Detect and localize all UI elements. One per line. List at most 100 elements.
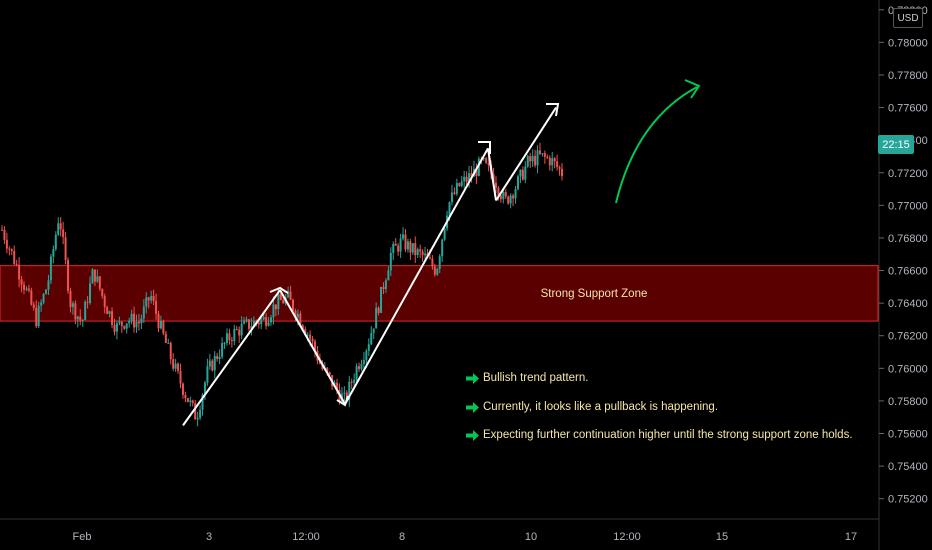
candle-body <box>208 360 211 367</box>
candle-body <box>157 313 160 329</box>
candle-body <box>301 325 304 330</box>
candle-body <box>71 303 74 307</box>
candle-body <box>279 294 282 301</box>
candle-body <box>69 290 72 307</box>
candle-body <box>416 249 419 256</box>
trend-arrow-head <box>336 395 349 407</box>
note-text: Bullish trend pattern. <box>483 372 589 384</box>
candle-body <box>328 372 331 376</box>
green-right-arrow-icon <box>466 372 479 384</box>
candle-body <box>377 307 380 313</box>
candle-body <box>91 269 94 284</box>
candle-body <box>529 156 532 162</box>
candle-body <box>536 150 539 166</box>
candle-body <box>465 176 468 182</box>
candle-body <box>345 392 348 400</box>
candle-body <box>362 360 365 364</box>
candle-body <box>458 183 461 186</box>
candle-body <box>553 158 556 162</box>
note-text: Currently, it looks like a pullback is h… <box>483 401 719 413</box>
candle-body <box>370 332 373 345</box>
candle-body <box>169 342 172 360</box>
candle-body <box>343 392 346 394</box>
candle-body <box>314 341 317 351</box>
price-tick-label: 0.76400 <box>888 298 928 310</box>
time-tick-label: 17 <box>845 531 857 543</box>
candle-body <box>485 158 488 163</box>
candle-body <box>89 283 92 303</box>
note-item: Expecting further continuation higher un… <box>466 429 853 441</box>
time-tick-label: 12:00 <box>292 531 320 543</box>
candle-body <box>531 155 534 162</box>
candle-body <box>128 320 131 324</box>
candle-body <box>438 256 441 270</box>
candle-body <box>162 321 165 334</box>
trend-line[interactable] <box>487 148 497 201</box>
candle-body <box>299 313 302 326</box>
candle-body <box>86 301 89 303</box>
candle-body <box>221 343 224 357</box>
candle-body <box>538 150 541 154</box>
candle-body <box>309 334 312 339</box>
candle-body <box>235 329 238 331</box>
time-tick-label: 15 <box>716 531 728 543</box>
candle-body <box>5 239 8 249</box>
candle-body <box>213 355 216 371</box>
candle-body <box>497 187 500 196</box>
trend-line[interactable] <box>344 147 489 405</box>
price-tick-label: 0.75600 <box>888 429 928 441</box>
candle-body <box>509 195 512 204</box>
candle-body <box>272 304 275 318</box>
candle-body <box>409 241 412 253</box>
candle-body <box>282 300 285 304</box>
price-axis: 0.782000.780000.778000.776000.774000.772… <box>878 0 928 550</box>
candle-body <box>336 382 339 390</box>
candle-body <box>13 250 16 264</box>
candle-body <box>419 249 422 252</box>
candle-body <box>172 359 175 369</box>
candle-body <box>260 319 263 325</box>
candle-body <box>387 270 390 281</box>
candle-body <box>243 320 246 324</box>
candle-body <box>181 383 184 395</box>
candle-body <box>519 169 522 177</box>
candle-body <box>470 173 473 177</box>
candle-body <box>62 229 65 238</box>
candle-body <box>360 363 363 370</box>
candle-body <box>233 329 236 341</box>
candle-body <box>524 166 527 180</box>
candle-body <box>203 382 206 395</box>
candle-body <box>257 322 260 325</box>
candle-body <box>353 379 356 383</box>
candle-body <box>111 311 114 325</box>
candle-body <box>96 276 99 282</box>
candle-body <box>267 322 270 326</box>
candle-body <box>514 189 517 199</box>
trend-line[interactable] <box>182 289 281 426</box>
candle-body <box>392 243 395 253</box>
trend-lines <box>182 103 560 426</box>
candle-body <box>355 366 358 380</box>
candle-body <box>123 325 126 329</box>
candle-body <box>186 398 189 402</box>
candle-body <box>27 288 30 291</box>
candle-body <box>228 333 231 341</box>
candle-body <box>453 192 456 194</box>
candle-body <box>534 155 537 166</box>
candle-body <box>477 158 480 176</box>
candle-body <box>367 344 370 351</box>
candle-body <box>103 295 106 308</box>
candle-body <box>431 258 434 267</box>
trend-line[interactable] <box>495 107 557 202</box>
candle-body <box>133 313 136 328</box>
trend-line[interactable] <box>279 289 346 405</box>
candle-body <box>42 294 45 303</box>
candle-body <box>402 234 405 239</box>
currency-badge[interactable]: USD <box>893 8 923 28</box>
candle-body <box>548 157 551 166</box>
candle-body <box>411 243 414 253</box>
candle-body <box>25 288 28 290</box>
price-tick-label: 0.78000 <box>888 37 928 49</box>
candle-body <box>414 243 417 256</box>
